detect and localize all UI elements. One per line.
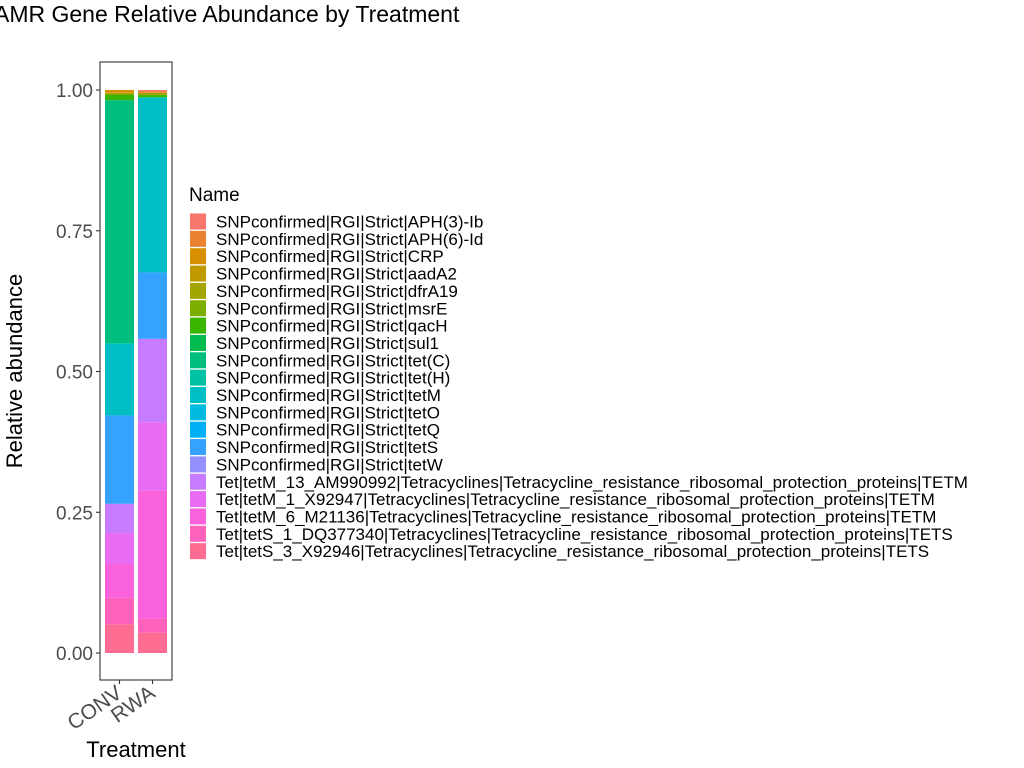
bar-segment — [105, 90, 134, 93]
legend-key — [190, 317, 206, 334]
legend-label: SNPconfirmed|RGI|Strict|APH(3)-Ib — [216, 213, 483, 232]
legend-label: SNPconfirmed|RGI|Strict|tetM — [216, 386, 441, 405]
legend-label: SNPconfirmed|RGI|Strict|tetQ — [216, 421, 440, 440]
y-axis: 0.00 0.25 0.50 0.75 1.00 — [56, 81, 100, 665]
bar-segment — [105, 343, 134, 416]
y-tick-label: 1.00 — [56, 81, 93, 102]
y-axis-title: Relative abundance — [2, 274, 27, 468]
legend-label: SNPconfirmed|RGI|Strict|msrE — [216, 299, 447, 318]
legend-key — [190, 282, 206, 299]
bar-segment — [105, 503, 134, 534]
bar-segment — [138, 632, 167, 653]
legend-label: Tet|tetS_1_DQ377340|Tetracyclines|Tetrac… — [216, 525, 953, 544]
bar-segment — [105, 415, 134, 504]
bar-segment — [105, 533, 134, 565]
legend-label: SNPconfirmed|RGI|Strict|tetS — [216, 438, 438, 457]
legend-label: Tet|tetM_1_X92947|Tetracyclines|Tetracyc… — [216, 490, 935, 509]
legend: Name SNPconfirmed|RGI|Strict|APH(3)-IbSN… — [189, 185, 968, 561]
legend-label: Tet|tetM_13_AM990992|Tetracyclines|Tetra… — [216, 473, 968, 492]
legend-key — [190, 543, 206, 560]
legend-key — [190, 404, 206, 421]
bar-segment — [138, 490, 167, 619]
legend-key — [190, 352, 206, 369]
legend-label: SNPconfirmed|RGI|Strict|tetW — [216, 455, 443, 474]
bar-segment — [105, 624, 134, 653]
bar-segment — [105, 92, 134, 95]
y-tick-label: 0.00 — [56, 644, 93, 665]
legend-key — [190, 456, 206, 473]
legend-key — [190, 300, 206, 317]
x-axis-title: Treatment — [86, 737, 185, 762]
bar-segment — [138, 95, 167, 98]
bar-segment — [105, 564, 134, 598]
bar-segment — [138, 92, 167, 96]
legend-key — [190, 248, 206, 265]
legend-label: SNPconfirmed|RGI|Strict|qacH — [216, 317, 447, 336]
legend-label: SNPconfirmed|RGI|Strict|APH(6)-Id — [216, 230, 483, 249]
legend-key — [190, 525, 206, 542]
legend-key — [190, 334, 206, 351]
bar-segment — [105, 94, 134, 101]
legend-label: SNPconfirmed|RGI|Strict|dfrA19 — [216, 282, 458, 301]
legend-label: Tet|tetM_6_M21136|Tetracyclines|Tetracyc… — [216, 507, 936, 526]
legend-key — [190, 265, 206, 282]
legend-label: SNPconfirmed|RGI|Strict|tetO — [216, 403, 440, 422]
legend-key — [190, 508, 206, 525]
legend-key — [190, 473, 206, 490]
bar-segment — [138, 422, 167, 491]
bar-segment — [138, 618, 167, 633]
bar-segment — [138, 90, 167, 92]
bar-segment — [138, 91, 167, 93]
legend-label: SNPconfirmed|RGI|Strict|aadA2 — [216, 265, 457, 284]
bar-segment — [105, 597, 134, 625]
legend-key — [190, 421, 206, 438]
bar-segment — [138, 272, 167, 339]
legend-key — [190, 491, 206, 508]
legend-key — [190, 387, 206, 403]
legend-label: SNPconfirmed|RGI|Strict|tet(H) — [216, 369, 450, 388]
y-tick-label: 0.75 — [56, 222, 93, 243]
bars-layer — [105, 90, 167, 653]
legend-label: SNPconfirmed|RGI|Strict|sul1 — [216, 334, 439, 353]
legend-key — [190, 369, 206, 386]
y-tick-label: 0.25 — [56, 503, 93, 524]
bar-segment — [138, 338, 167, 423]
legend-key — [190, 213, 206, 230]
legend-title: Name — [189, 185, 240, 206]
legend-label: Tet|tetS_3_X92946|Tetracyclines|Tetracyc… — [216, 542, 929, 561]
chart-title: AMR Gene Relative Abundance by Treatment — [0, 1, 460, 27]
bar-segment — [138, 97, 167, 273]
legend-key — [190, 230, 206, 247]
bar-segment — [105, 100, 134, 344]
y-tick-label: 0.50 — [56, 363, 93, 384]
legend-label: SNPconfirmed|RGI|Strict|tet(C) — [216, 351, 450, 370]
legend-label: SNPconfirmed|RGI|Strict|CRP — [216, 247, 444, 266]
legend-key — [190, 439, 206, 456]
